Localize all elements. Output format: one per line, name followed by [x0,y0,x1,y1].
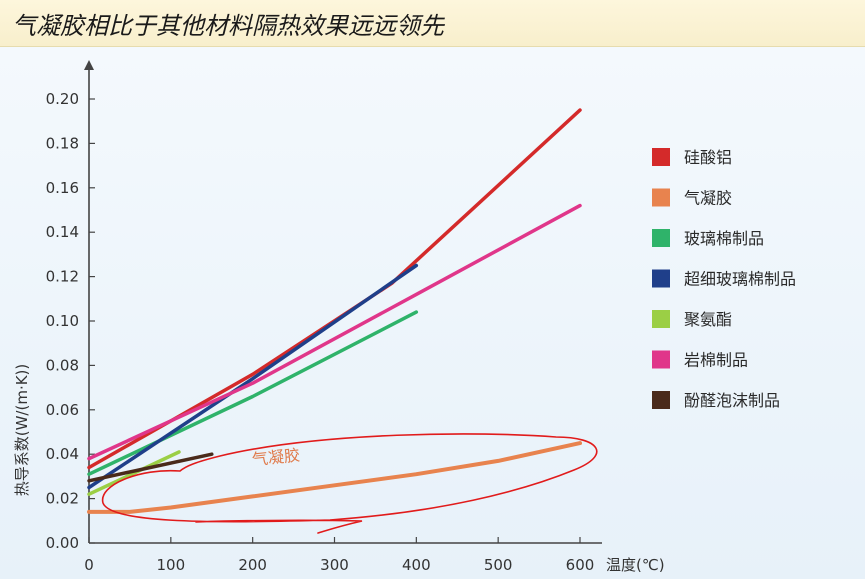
y-tick-label: 0.02 [46,490,79,508]
series-line-2 [87,310,419,476]
page-title: 气凝胶相比于其他材料隔热效果远远领先 [12,12,444,40]
x-axis-label: 温度(℃) [606,556,665,574]
y-tick-label: 0.12 [46,268,79,286]
series-line-4 [87,450,181,496]
legend-label-4: 聚氨酯 [684,310,732,329]
series-line-6 [87,452,214,483]
x-tick-label: 600 [566,556,595,574]
y-tick-label: 0.08 [46,356,79,374]
x-tick-label: 100 [157,556,186,574]
y-axis-arrow [84,60,94,70]
chart-background [0,47,865,579]
legend-swatch-0 [652,148,670,166]
series-line-1 [87,441,582,514]
legend-swatch-4 [652,310,670,328]
series-line-3 [87,263,419,490]
legend-label-2: 玻璃棉制品 [684,229,764,248]
legend-swatch-1 [652,188,670,207]
series-line-0 [87,108,582,470]
y-tick-label: 0.10 [46,312,79,330]
y-tick-label: 0.18 [46,134,79,152]
y-tick-label: 0.16 [46,179,79,197]
y-tick-label: 0.06 [46,401,79,419]
legend-label-6: 酚醛泡沫制品 [684,391,780,410]
x-tick-label: 400 [402,556,431,574]
x-tick-label: 0 [84,556,94,574]
legend-label-0: 硅酸铝 [684,148,732,167]
y-axis-label: 热导系数(W/(m·K)) [13,364,31,497]
legend-swatch-2 [652,229,670,247]
legend-swatch-5 [652,350,670,369]
y-tick-label: 0.14 [46,223,79,241]
header-bar: 气凝胶相比于其他材料隔热效果远远领先 [0,0,865,47]
hand-drawn-ellipse [101,433,598,534]
series-line-5 [87,203,582,461]
x-tick-label: 300 [320,556,349,574]
legend-label-1: 气凝胶 [684,189,732,208]
y-tick-label: 0.04 [46,445,79,463]
y-tick-label: 0.20 [46,90,79,108]
x-tick-label: 200 [238,556,267,574]
legend-swatch-6 [652,391,670,409]
x-tick-label: 500 [484,556,513,574]
aerogel-annotation-label: 气凝胶 [251,445,301,469]
legend-swatch-3 [652,269,670,288]
legend-label-5: 岩棉制品 [684,351,748,370]
legend-label-3: 超细玻璃棉制品 [684,270,796,289]
y-tick-label: 0.00 [46,534,79,552]
